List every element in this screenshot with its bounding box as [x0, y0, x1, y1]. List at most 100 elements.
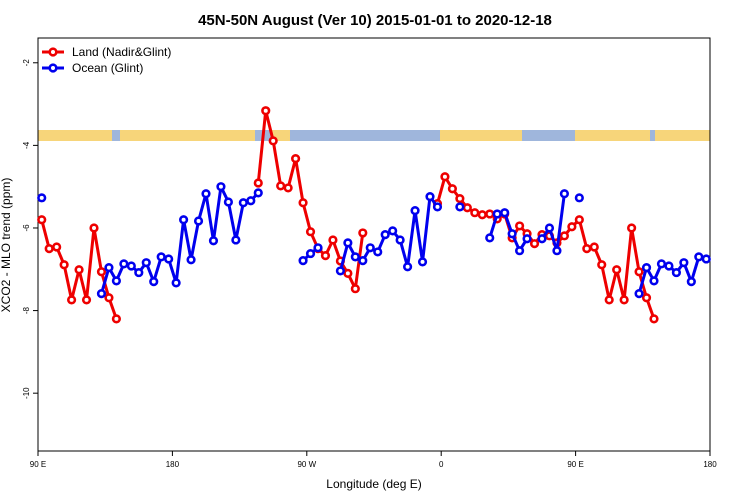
data-point [552, 246, 562, 256]
x-tick-label: 180 [166, 460, 180, 469]
data-point [656, 259, 667, 269]
data-point [567, 222, 577, 232]
data-point [417, 257, 428, 267]
land-strip [272, 130, 290, 141]
data-point [343, 268, 353, 279]
land-strip [440, 130, 522, 141]
x-axis-label: Longitude (deg E) [326, 477, 421, 491]
data-point [574, 215, 584, 225]
data-point [216, 182, 226, 192]
data-point [694, 252, 704, 262]
data-point [37, 193, 47, 203]
x-tick-label: 90 E [30, 460, 46, 469]
land-strip [575, 130, 650, 141]
data-point [201, 189, 211, 199]
data-point [701, 254, 711, 264]
data-point [261, 106, 271, 116]
data-point [156, 252, 166, 262]
land-strip [120, 130, 255, 141]
data-point [612, 265, 622, 275]
data-point [276, 181, 286, 191]
plot-frame [37, 37, 711, 452]
data-point [164, 254, 174, 264]
data-point [253, 188, 263, 198]
data-point [119, 259, 129, 269]
data-point [186, 255, 196, 265]
data-point [223, 197, 233, 207]
data-point [597, 260, 607, 270]
data-point [291, 153, 301, 164]
data-point [634, 267, 644, 277]
data-point [440, 172, 450, 182]
data-point [455, 202, 465, 212]
legend-label: Ocean (Glint) [72, 61, 143, 75]
data-point [298, 256, 308, 266]
data-point [574, 193, 584, 203]
data-point [358, 256, 368, 266]
data-point [44, 244, 54, 254]
data-point [582, 244, 592, 254]
data-point [626, 223, 637, 233]
data-point [559, 189, 570, 199]
data-point [388, 226, 398, 236]
data-point [485, 209, 495, 219]
data-point [171, 278, 181, 288]
data-point [81, 295, 92, 305]
data-point [395, 235, 405, 245]
y-axis-label: XCO2 - MLO trend (ppm) [0, 178, 13, 313]
data-point [679, 258, 689, 268]
data-point [425, 191, 435, 202]
data-point [134, 267, 144, 278]
data-point [335, 266, 346, 276]
data-point [641, 263, 652, 273]
data-point [514, 221, 525, 231]
data-point [149, 277, 159, 287]
data-point [320, 251, 331, 261]
data-point [470, 208, 480, 218]
data-point [485, 233, 495, 243]
x-tick-label: 90 E [567, 460, 583, 469]
data-point [328, 235, 338, 245]
data-point [283, 183, 293, 193]
data-point [96, 267, 107, 277]
data-point [313, 243, 323, 253]
data-point [619, 295, 629, 305]
data-point [111, 314, 121, 324]
y-tick-label: -8 [22, 306, 31, 314]
data-point [373, 247, 383, 257]
data-point [208, 236, 219, 246]
data-point [507, 229, 517, 239]
data-point [37, 215, 47, 225]
data-point [447, 184, 458, 194]
chart-title: 45N-50N August (Ver 10) 2015-01-01 to 20… [198, 12, 552, 29]
data-point [89, 223, 99, 233]
ocean-strip [38, 130, 710, 141]
data-point [305, 248, 316, 259]
y-tick-label: -6 [22, 224, 31, 232]
data-point [544, 223, 555, 233]
data-point [522, 234, 532, 244]
data-point [305, 227, 316, 237]
data-point [179, 215, 189, 225]
data-point [589, 242, 599, 252]
land-strip [38, 130, 112, 141]
data-point [238, 198, 248, 208]
data-point [66, 295, 77, 305]
data-point [671, 267, 682, 278]
data-point [403, 262, 413, 272]
data-point [529, 239, 540, 249]
data-point [365, 243, 375, 253]
data-point [268, 136, 278, 146]
legend-marker [48, 47, 58, 57]
data-point [492, 209, 502, 219]
data-point [455, 194, 465, 204]
data-point [664, 261, 674, 271]
land-strip [655, 130, 710, 141]
map-strip [38, 130, 710, 141]
data-point [432, 202, 443, 212]
data-point [604, 295, 614, 305]
y-tick-label: -2 [22, 59, 31, 67]
data-point [111, 276, 121, 286]
data-point [514, 246, 525, 256]
